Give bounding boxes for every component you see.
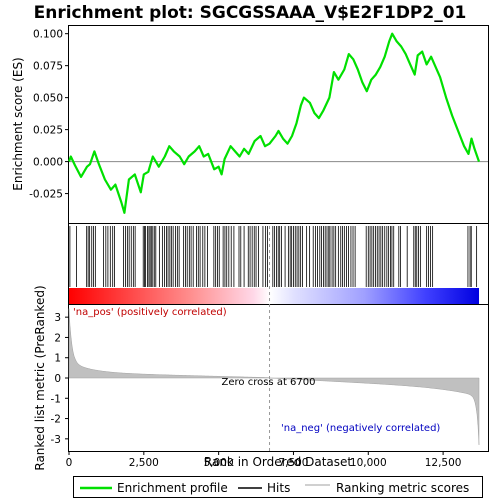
- metric-area-path: [68, 308, 480, 445]
- metric-y-axis: -3 -2 -1 0 1 2 3: [51, 312, 69, 446]
- metric-tick-label: -2: [51, 414, 61, 426]
- es-axis-label: Enrichment score (ES): [11, 57, 25, 190]
- es-tick-label: 0.050: [33, 93, 63, 105]
- es-tick-label: 0.075: [33, 61, 63, 73]
- x-tick-label: 7,500: [278, 457, 308, 469]
- es-panel-frame: [68, 25, 489, 224]
- es-tick-label: 0.000: [33, 157, 63, 169]
- metric-tick-label: 2: [54, 332, 61, 344]
- es-y-axis: -0.025 0.000 0.025 0.050 0.075 0.100: [29, 29, 69, 201]
- legend: Enrichment profile Hits Ranking metric s…: [73, 476, 483, 498]
- chart-title: Enrichment plot: SGCGSSAAA_V$E2F1DP2_01: [34, 3, 467, 23]
- metric-tick-label: 3: [54, 312, 61, 324]
- ranking-heatmap-bar: [69, 288, 480, 304]
- x-tick-label: 10,000: [350, 457, 387, 469]
- enrichment-profile-path: [67, 32, 481, 214]
- metric-tick-label: 0: [54, 373, 61, 385]
- es-tick-label: -0.025: [29, 189, 63, 201]
- x-axis: 0 2,500 5,000 7,500 10,000 12,500: [66, 451, 462, 469]
- metric-tick-label: -1: [51, 393, 61, 405]
- x-tick-label: 0: [66, 457, 73, 469]
- enrichment-profile-line: [67, 32, 481, 214]
- neg-correlated-label: 'na_neg' (negatively correlated): [281, 423, 440, 434]
- es-tick-label: 0.100: [33, 29, 63, 41]
- pos-correlated-label: 'na_pos' (positively correlated): [73, 307, 227, 318]
- legend-label-metric: Ranking metric scores: [336, 481, 469, 495]
- metric-tick-label: -3: [51, 434, 61, 446]
- x-tick-label: 2,500: [129, 457, 159, 469]
- x-tick-label: 12,500: [425, 457, 462, 469]
- metric-tick-label: 1: [54, 353, 61, 365]
- legend-label-hits: Hits: [267, 481, 290, 495]
- zero-cross-label: Zero cross at 6700: [222, 377, 316, 388]
- ranked-metric-area: [68, 308, 480, 445]
- legend-label-profile: Enrichment profile: [117, 481, 228, 495]
- x-tick-label: 5,000: [204, 457, 234, 469]
- x-axis-label: Rank in Ordered Dataset: [204, 455, 352, 469]
- es-tick-label: 0.025: [33, 125, 63, 137]
- legend-frame: [73, 476, 483, 498]
- metric-axis-label: Ranked list metric (PreRanked): [33, 285, 47, 470]
- hits-track: [69, 226, 478, 287]
